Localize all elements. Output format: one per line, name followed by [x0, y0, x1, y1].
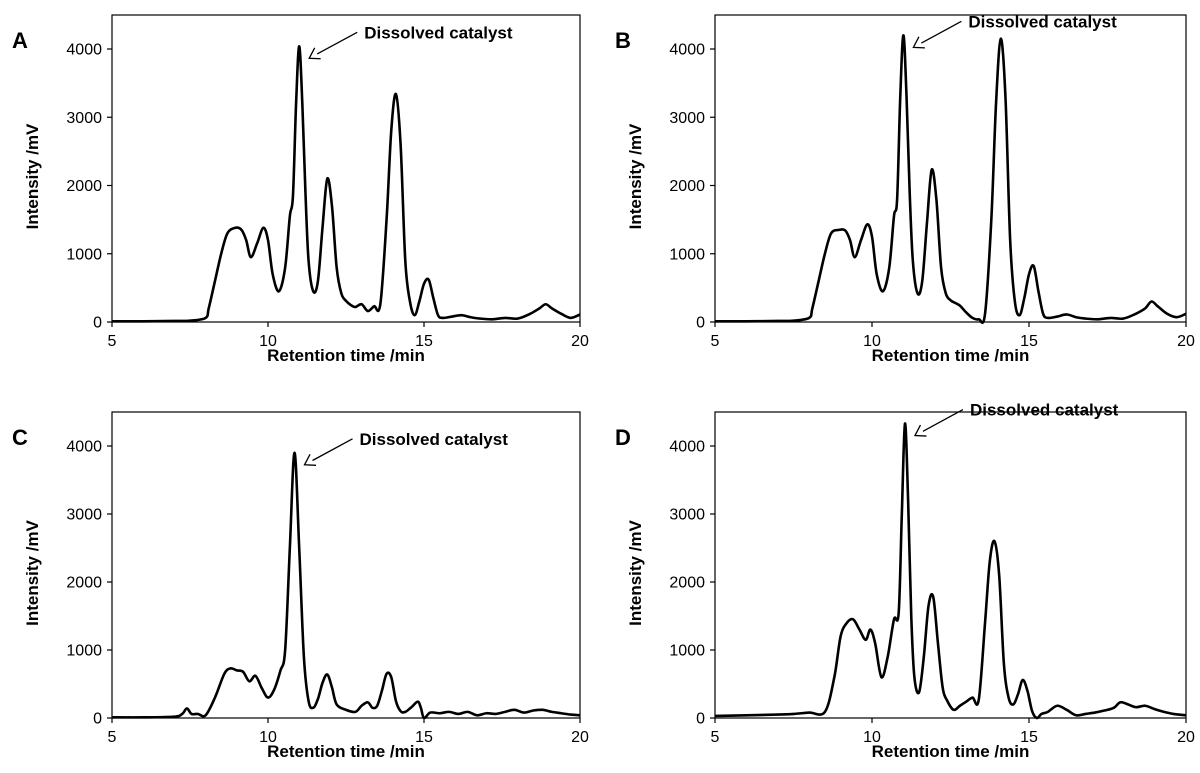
annotation-arrow [922, 408, 964, 432]
chart-panel-d: 0 1000 2000 3000 4000 5 10 15 20 Retention time /… [615, 401, 1195, 761]
annotation-arrowhead [303, 453, 317, 466]
x-axis-title: Retention time /min [872, 742, 1030, 761]
x-tick-label: 15 [415, 333, 433, 350]
annotation-label: Dissolved catalyst [968, 12, 1117, 31]
series-line-0 [111, 451, 581, 720]
x-tick-label: 5 [711, 333, 720, 350]
series-line-0 [714, 422, 1187, 720]
annotation-arrow [312, 438, 353, 462]
plot-frame [714, 411, 1187, 719]
x-axis-title: Retention time /min [267, 742, 425, 761]
annotation-label: Dissolved catalyst [364, 23, 513, 42]
x-tick-label: 10 [863, 333, 881, 350]
x-tick-label: 10 [863, 729, 881, 746]
x-tick-label: 20 [1177, 333, 1195, 350]
panel-label: C [12, 425, 28, 450]
y-tick-label: 4000 [66, 439, 102, 456]
annotation-arrowhead [308, 47, 321, 60]
y-tick-label: 2000 [669, 575, 705, 592]
plot-frame [111, 14, 581, 323]
y-tick-label: 3000 [669, 110, 705, 127]
chart-panel-b: 0 1000 2000 3000 4000 5 10 15 20 Retention time /… [615, 12, 1195, 365]
chart-panel-a: 0 1000 2000 3000 4000 5 10 15 20 Retention time /… [12, 14, 589, 365]
y-tick-label: 1000 [669, 643, 705, 660]
y-tick-label: 0 [93, 315, 102, 332]
x-tick-label: 5 [108, 333, 117, 350]
y-tick-label: 4000 [66, 42, 102, 59]
annotation-arrowhead [912, 36, 925, 49]
y-axis-title: Intensity /mV [626, 123, 645, 229]
annotation-arrow [921, 20, 962, 44]
panel-label: A [12, 28, 28, 53]
x-axis-title: Retention time /min [872, 346, 1030, 365]
x-tick-label: 20 [571, 729, 589, 746]
plot-frame [714, 14, 1187, 323]
series-line-0 [111, 44, 581, 323]
y-tick-label: 1000 [66, 246, 102, 263]
y-tick-label: 0 [93, 711, 102, 728]
x-tick-label: 5 [108, 729, 117, 746]
series-line-0 [714, 34, 1187, 324]
x-tick-label: 15 [1020, 333, 1038, 350]
annotation-label: Dissolved catalyst [970, 401, 1119, 420]
y-tick-label: 3000 [66, 110, 102, 127]
y-tick-label: 0 [696, 711, 705, 728]
y-tick-label: 4000 [669, 42, 705, 59]
x-axis-title: Retention time /min [267, 346, 425, 365]
panel-label: B [615, 28, 631, 53]
y-axis-title: Intensity /mV [626, 519, 645, 625]
plot-frame [111, 411, 581, 719]
y-axis-title: Intensity /mV [23, 123, 42, 229]
x-tick-label: 5 [711, 729, 720, 746]
x-tick-label: 15 [1020, 729, 1038, 746]
y-tick-label: 1000 [66, 643, 102, 660]
annotation-label: Dissolved catalyst [360, 430, 509, 449]
y-axis-title: Intensity /mV [23, 519, 42, 625]
y-tick-label: 3000 [66, 507, 102, 524]
y-tick-label: 2000 [66, 178, 102, 195]
y-tick-label: 0 [696, 315, 705, 332]
x-tick-label: 20 [571, 333, 589, 350]
annotation-arrow [316, 31, 358, 55]
x-tick-label: 20 [1177, 729, 1195, 746]
x-tick-label: 15 [415, 729, 433, 746]
y-tick-label: 1000 [669, 246, 705, 263]
x-tick-label: 10 [259, 333, 277, 350]
y-tick-label: 2000 [66, 575, 102, 592]
x-tick-label: 10 [259, 729, 277, 746]
y-tick-label: 4000 [669, 439, 705, 456]
annotation-arrowhead [913, 424, 927, 437]
chart-panel-c: 0 1000 2000 3000 4000 5 10 15 20 Retention time /… [12, 411, 589, 761]
panel-label: D [615, 425, 631, 450]
y-tick-label: 3000 [669, 507, 705, 524]
y-tick-label: 2000 [669, 178, 705, 195]
